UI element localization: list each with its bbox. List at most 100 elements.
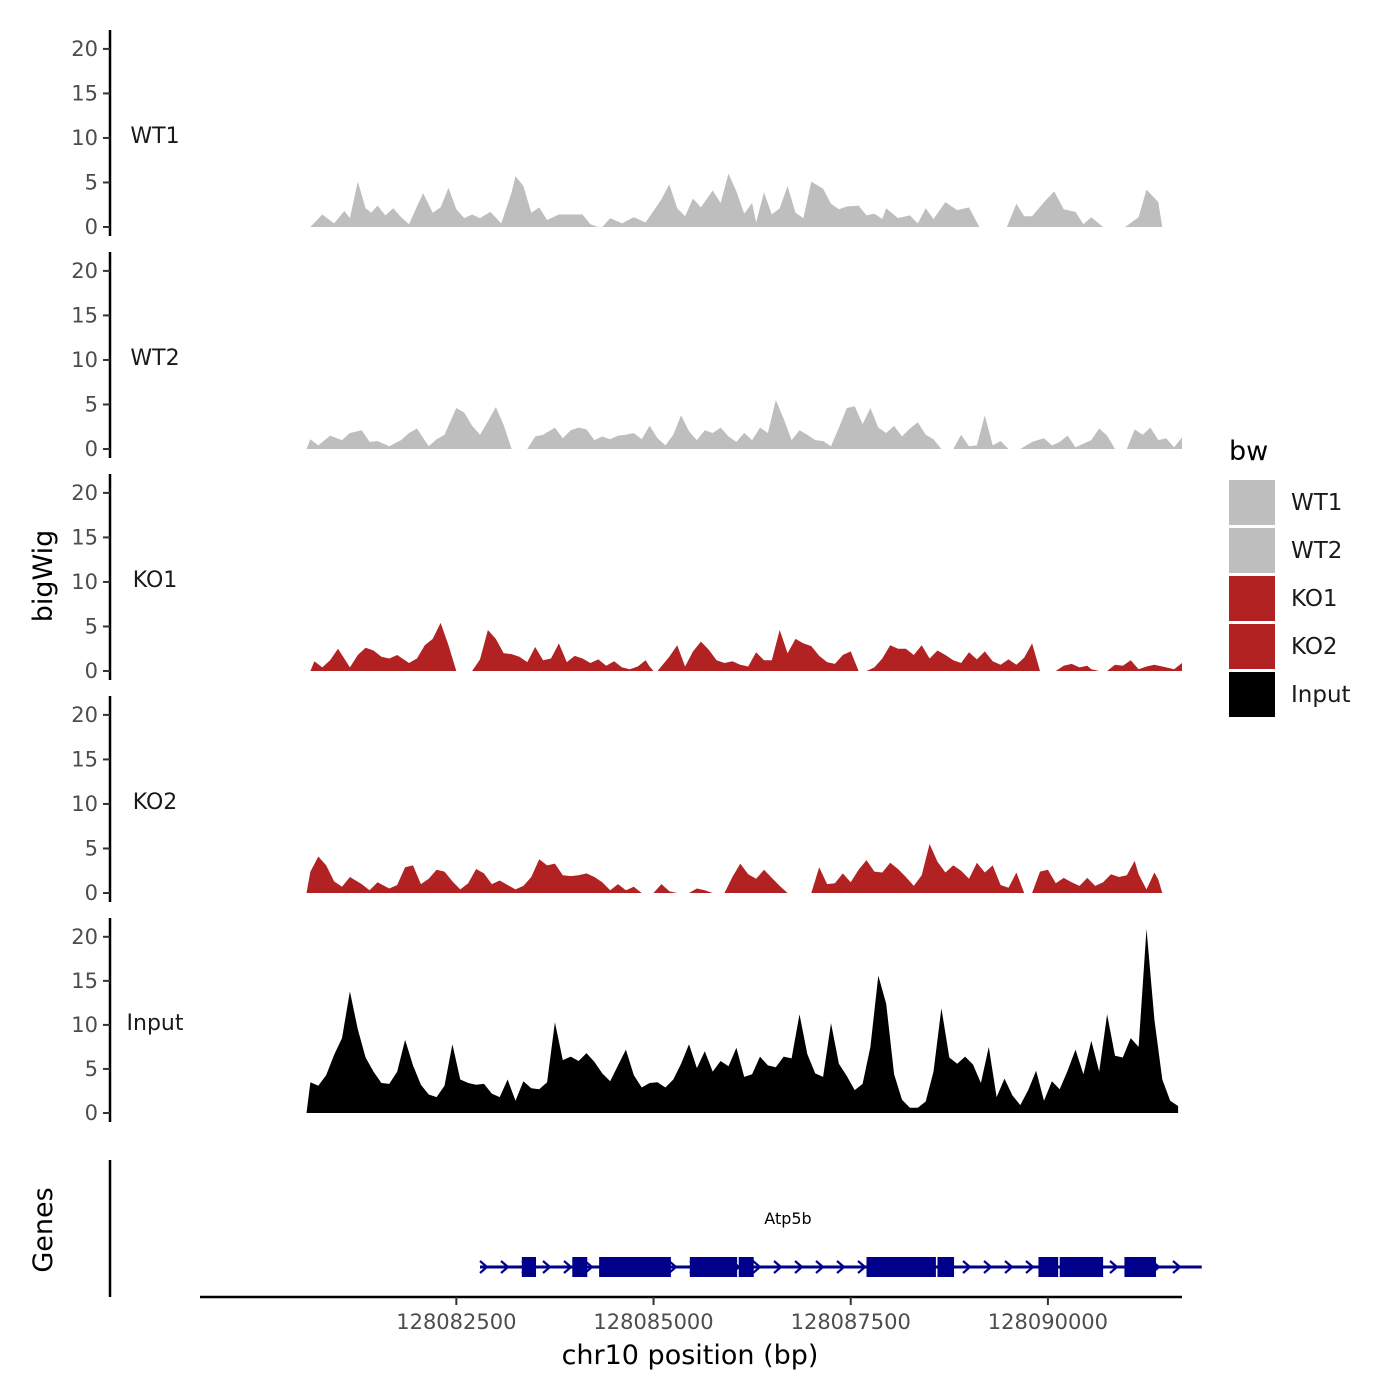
legend-label: KO2: [1291, 634, 1338, 660]
area-wt1: [1006, 191, 1104, 227]
track-wt1: 0 5 10 15 20 WT1: [71, 30, 1163, 239]
area-wt1: [1125, 189, 1163, 227]
track-wt2: 0 5 10 15 20 WT2: [71, 252, 1182, 461]
y-tick-label: 20: [71, 925, 98, 949]
y-tick-label: 5: [85, 614, 98, 638]
track-label-wt2: WT2: [130, 346, 179, 371]
y-tick-label: 0: [85, 215, 98, 239]
strand-arrow: [836, 1260, 846, 1274]
area-wt1: [602, 173, 980, 227]
area-ko1: [657, 630, 859, 671]
strand-arrow: [773, 1260, 783, 1274]
gene-atp5b: Atp5b: [479, 1209, 1202, 1277]
area-wt2: [953, 415, 1009, 449]
legend-entry-input: Input: [1229, 672, 1351, 717]
y-tick-label: 0: [85, 659, 98, 683]
y-tick-label: 15: [71, 525, 98, 549]
gene-exon: [1038, 1257, 1059, 1277]
y-tick-label: 0: [85, 1101, 98, 1125]
legend-entry-ko2: KO2: [1229, 624, 1338, 669]
legend-entry-wt1: WT1: [1229, 480, 1342, 525]
strand-arrow: [1172, 1260, 1182, 1274]
track-ko1: 0 5 10 15 20 KO1: [71, 474, 1182, 683]
strand-arrow: [563, 1260, 573, 1274]
area-ko1: [472, 630, 654, 671]
y-tick-label: 0: [85, 881, 98, 905]
strand-arrow: [983, 1260, 993, 1274]
track-label-ko1: KO1: [133, 568, 178, 593]
y-tick-label: 0: [85, 437, 98, 461]
gene-exon: [937, 1257, 955, 1277]
legend-label: Input: [1291, 682, 1351, 708]
y-tick-label: 15: [71, 303, 98, 327]
gene-exon: [1059, 1257, 1104, 1277]
strand-arrow: [479, 1260, 489, 1274]
y-tick-label: 10: [71, 792, 98, 816]
y-tick-label: 20: [71, 703, 98, 727]
legend-label: WT2: [1291, 538, 1342, 564]
legend-swatch: [1229, 624, 1275, 669]
legend-swatch: [1229, 672, 1275, 717]
y-tick-label: 5: [85, 1057, 98, 1081]
gene-panel: Atp5b: [108, 1160, 1202, 1297]
strand-arrow: [1109, 1260, 1119, 1274]
legend-entry-wt2: WT2: [1229, 528, 1342, 573]
y-tick-label: 10: [71, 126, 98, 150]
y-tick-label: 15: [71, 969, 98, 993]
gene-exon: [1124, 1257, 1156, 1277]
track-label-ko2: KO2: [133, 790, 178, 815]
strand-arrow: [1025, 1260, 1035, 1274]
area-ko2: [724, 863, 788, 893]
y-axis-title-genes: Genes: [28, 1187, 59, 1272]
strand-arrow: [500, 1260, 510, 1274]
area-ko2: [653, 884, 678, 893]
gene-name-label: Atp5b: [764, 1209, 811, 1228]
strand-arrow: [962, 1260, 972, 1274]
strand-arrow: [857, 1260, 867, 1274]
area-wt2: [1126, 427, 1182, 449]
area-wt1: [310, 176, 599, 227]
y-tick-label: 15: [71, 747, 98, 771]
gene-exon: [521, 1257, 537, 1277]
y-tick-label: 5: [85, 170, 98, 194]
y-tick-label: 5: [85, 836, 98, 860]
x-tick-label: 128090000: [988, 1310, 1108, 1334]
strand-arrow: [584, 1260, 594, 1274]
x-axis-title: chr10 position (bp): [562, 1340, 819, 1371]
legend-label: KO1: [1291, 586, 1338, 612]
x-axis: 128082500 128085000 128087500 128090000: [200, 1295, 1182, 1334]
area-ko2: [306, 856, 642, 893]
track-label-input: Input: [127, 1011, 184, 1036]
area-wt2: [306, 407, 512, 449]
legend-swatch: [1229, 480, 1275, 525]
track-ko2: 0 5 10 15 20 KO2: [71, 696, 1163, 905]
area-ko2: [1032, 860, 1163, 893]
legend-title: bw: [1229, 436, 1268, 467]
area-ko1: [1107, 660, 1182, 671]
y-tick-label: 20: [71, 259, 98, 283]
track-input: 0 5 10 15 20 Input: [71, 918, 1179, 1125]
y-tick-label: 5: [85, 392, 98, 416]
area-ko1: [1055, 663, 1100, 671]
x-tick-label: 128087500: [791, 1310, 911, 1334]
area-ko2: [689, 888, 713, 893]
y-tick-label: 15: [71, 81, 98, 105]
strand-arrow: [1004, 1260, 1014, 1274]
area-ko1: [310, 622, 457, 671]
gene-exon: [738, 1257, 754, 1277]
strand-arrow: [815, 1260, 825, 1274]
y-tick-label: 20: [71, 481, 98, 505]
area-wt2: [527, 400, 942, 449]
legend-entry-ko1: KO1: [1229, 576, 1338, 621]
x-tick-label: 128085000: [593, 1310, 713, 1334]
strand-arrow: [668, 1260, 678, 1274]
strand-arrow: [794, 1260, 804, 1274]
strand-arrow: [752, 1260, 762, 1274]
y-tick-label: 10: [71, 570, 98, 594]
strand-arrow: [542, 1260, 552, 1274]
gene-exon: [866, 1257, 936, 1277]
area-input: [306, 928, 1179, 1113]
y-tick-label: 10: [71, 1013, 98, 1037]
